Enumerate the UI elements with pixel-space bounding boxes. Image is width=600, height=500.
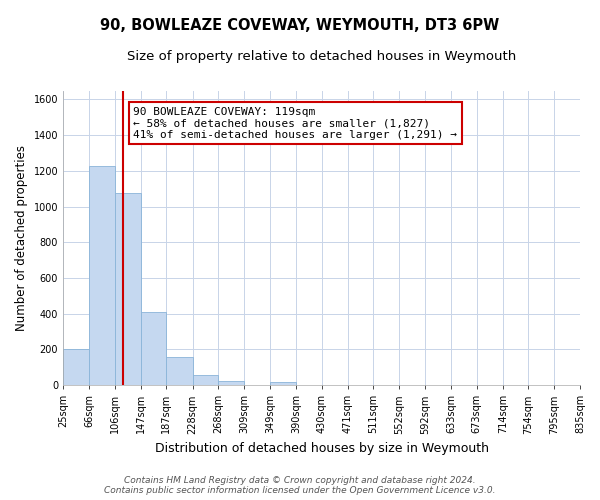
Y-axis label: Number of detached properties: Number of detached properties: [15, 145, 28, 331]
X-axis label: Distribution of detached houses by size in Weymouth: Distribution of detached houses by size …: [155, 442, 488, 455]
Bar: [193, 376, 218, 385]
Bar: [166, 356, 193, 385]
Title: Size of property relative to detached houses in Weymouth: Size of property relative to detached ho…: [127, 50, 516, 63]
Bar: [63, 350, 89, 385]
Text: 90 BOWLEAZE COVEWAY: 119sqm
← 58% of detached houses are smaller (1,827)
41% of : 90 BOWLEAZE COVEWAY: 119sqm ← 58% of det…: [133, 106, 457, 140]
Text: 90, BOWLEAZE COVEWAY, WEYMOUTH, DT3 6PW: 90, BOWLEAZE COVEWAY, WEYMOUTH, DT3 6PW: [100, 18, 500, 32]
Text: Contains HM Land Registry data © Crown copyright and database right 2024.
Contai: Contains HM Land Registry data © Crown c…: [104, 476, 496, 495]
Bar: [89, 166, 115, 385]
Bar: [141, 312, 166, 385]
Bar: [218, 380, 244, 385]
Bar: [115, 193, 141, 385]
Bar: [270, 382, 296, 385]
